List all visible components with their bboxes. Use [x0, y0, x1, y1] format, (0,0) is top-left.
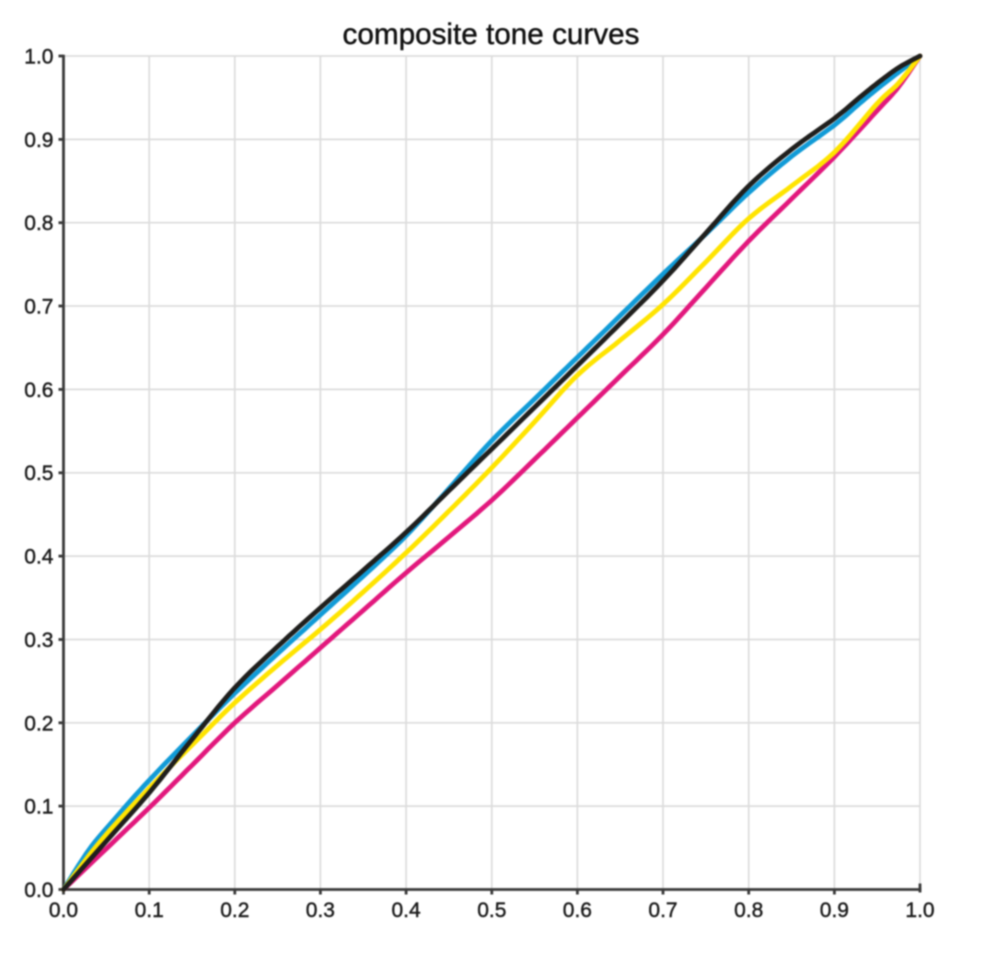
svg-text:0.3: 0.3	[24, 629, 53, 652]
svg-text:0.6: 0.6	[563, 899, 592, 922]
svg-text:0.0: 0.0	[49, 899, 78, 922]
svg-text:0.6: 0.6	[24, 379, 53, 402]
svg-text:1.0: 1.0	[24, 46, 53, 69]
svg-text:0.3: 0.3	[306, 899, 335, 922]
svg-text:0.5: 0.5	[477, 899, 506, 922]
svg-text:0.7: 0.7	[24, 296, 53, 319]
svg-text:0.1: 0.1	[135, 899, 164, 922]
svg-text:0.1: 0.1	[24, 796, 53, 819]
svg-text:0.0: 0.0	[24, 879, 53, 902]
svg-text:0.5: 0.5	[24, 462, 53, 485]
svg-text:0.8: 0.8	[734, 899, 763, 922]
svg-text:0.4: 0.4	[391, 899, 421, 922]
svg-text:0.2: 0.2	[220, 899, 249, 922]
svg-text:0.8: 0.8	[24, 212, 53, 235]
svg-text:0.9: 0.9	[820, 899, 849, 922]
svg-text:0.9: 0.9	[24, 129, 53, 152]
svg-text:1.0: 1.0	[905, 899, 934, 922]
svg-text:0.2: 0.2	[24, 712, 53, 735]
svg-text:composite tone curves: composite tone curves	[342, 18, 639, 51]
svg-text:0.7: 0.7	[648, 899, 677, 922]
svg-text:0.4: 0.4	[24, 546, 54, 569]
